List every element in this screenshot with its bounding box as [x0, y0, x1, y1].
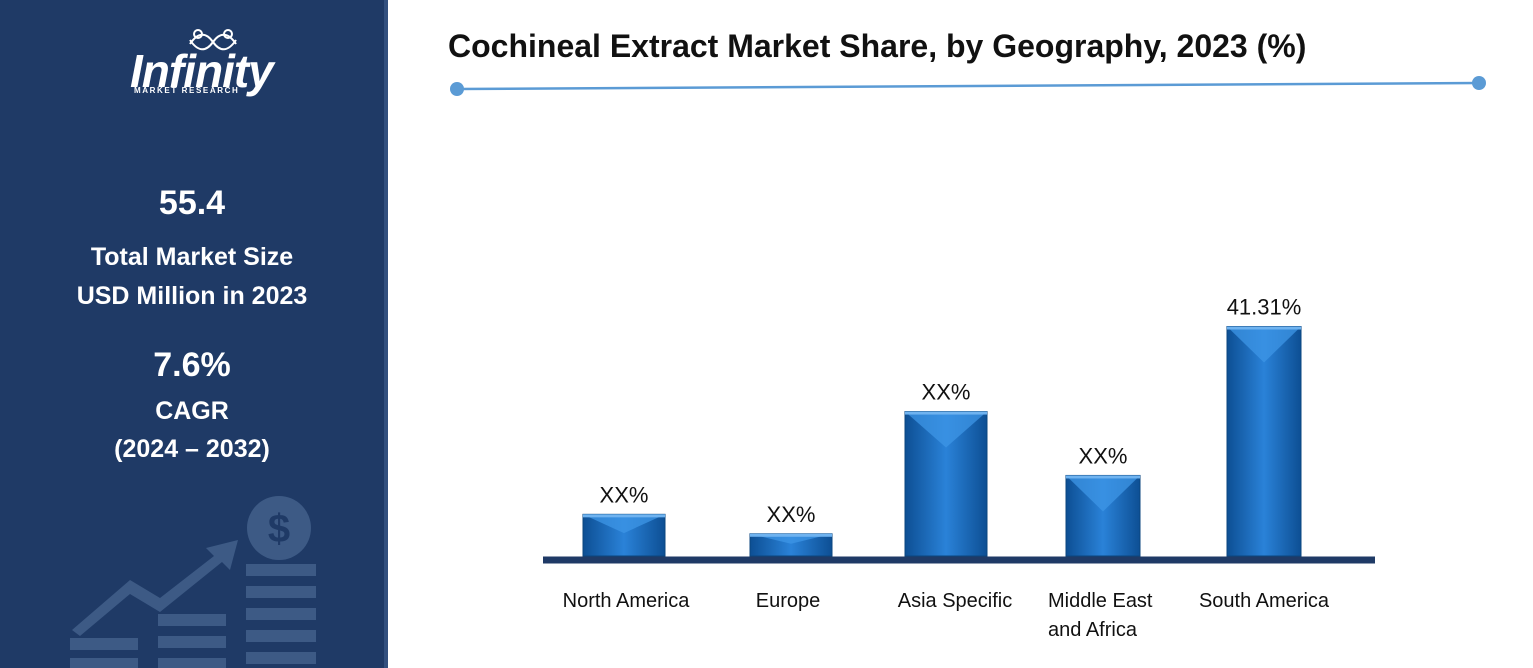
- market-size-value: 55.4: [158, 184, 226, 222]
- growth-arrow-icon: [72, 540, 238, 636]
- market-size-label-1: Total Market Size: [90, 243, 294, 271]
- data-label-3: XX%: [922, 380, 971, 405]
- bar-chart: XX% XX% XX% XX% 41.31% North America Europe As…: [543, 295, 1375, 641]
- data-label-4: XX%: [1079, 443, 1128, 468]
- svg-text:$: $: [268, 507, 290, 551]
- bar-1: [582, 513, 666, 557]
- infinity-logo-icon: [189, 29, 237, 51]
- underline-start-dot: [450, 82, 464, 96]
- cagr-value: 7.6%: [153, 346, 231, 384]
- x-tick-label-2: Europe: [756, 590, 821, 612]
- chart-title: Cochineal Extract Market Share, by Geogr…: [448, 28, 1307, 64]
- company-logo: Infinity MARKET RESEARCH: [130, 28, 290, 108]
- cagr-period: (2024 – 2032): [114, 435, 270, 463]
- sidebar: Infinity MARKET RESEARCH 55.4 Total Mark…: [0, 0, 384, 668]
- x-tick-label-1: North America: [563, 590, 691, 612]
- bar-4: [1065, 474, 1141, 557]
- dollar-coin-icon: $: [247, 496, 311, 560]
- bar-2: [749, 533, 833, 557]
- data-label-5: 41.31%: [1227, 295, 1302, 320]
- title-underline: [450, 76, 1486, 96]
- underline-end-dot: [1472, 76, 1486, 90]
- x-tick-label-3: Asia Specific: [898, 590, 1013, 612]
- cagr-label: CAGR: [155, 397, 229, 425]
- x-tick-label-5: South America: [1199, 590, 1330, 612]
- logo-wordmark: Infinity: [130, 45, 274, 97]
- bar-5: [1226, 326, 1302, 557]
- growth-decoration: $: [70, 496, 316, 668]
- sidebar-divider: [384, 0, 388, 668]
- data-label-1: XX%: [600, 482, 649, 507]
- logo-subtitle: MARKET RESEARCH: [134, 86, 240, 95]
- market-size-label-2: USD Million in 2023: [76, 282, 308, 310]
- data-label-2: XX%: [767, 502, 816, 527]
- bar-3: [904, 411, 988, 557]
- x-tick-label-4: Middle East and Africa: [1048, 590, 1153, 641]
